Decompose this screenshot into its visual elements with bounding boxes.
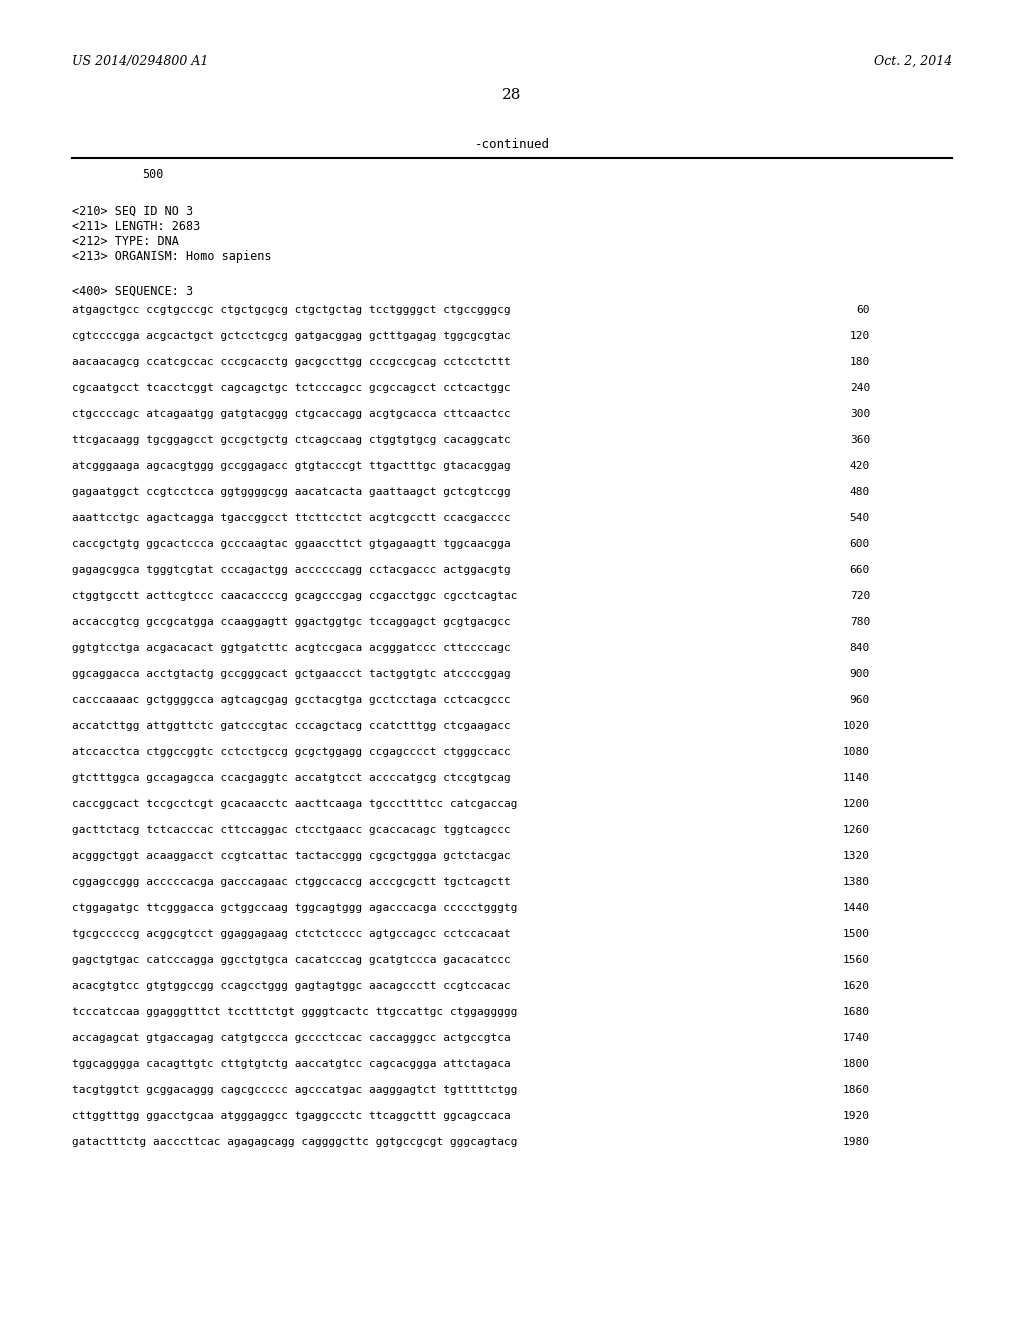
- Text: ctggtgcctt acttcgtccc caacaccccg gcagcccgag ccgacctggc cgcctcagtac: ctggtgcctt acttcgtccc caacaccccg gcagccc…: [72, 591, 517, 601]
- Text: acgggctggt acaaggacct ccgtcattac tactaccggg cgcgctggga gctctacgac: acgggctggt acaaggacct ccgtcattac tactacc…: [72, 851, 511, 861]
- Text: 1740: 1740: [843, 1034, 870, 1043]
- Text: US 2014/0294800 A1: US 2014/0294800 A1: [72, 55, 208, 69]
- Text: ctggagatgc ttcgggacca gctggccaag tggcagtggg agacccacga ccccctgggtg: ctggagatgc ttcgggacca gctggccaag tggcagt…: [72, 903, 517, 913]
- Text: caccggcact tccgcctcgt gcacaacctc aacttcaaga tgcccttttcc catcgaccag: caccggcact tccgcctcgt gcacaacctc aacttca…: [72, 799, 517, 809]
- Text: 1860: 1860: [843, 1085, 870, 1096]
- Text: gtctttggca gccagagcca ccacgaggtc accatgtcct accccatgcg ctccgtgcag: gtctttggca gccagagcca ccacgaggtc accatgt…: [72, 774, 511, 783]
- Text: 1140: 1140: [843, 774, 870, 783]
- Text: accagagcat gtgaccagag catgtgccca gcccctccac caccagggcc actgccgtca: accagagcat gtgaccagag catgtgccca gcccctc…: [72, 1034, 511, 1043]
- Text: 1920: 1920: [843, 1111, 870, 1121]
- Text: 660: 660: [850, 565, 870, 576]
- Text: cttggtttgg ggacctgcaa atgggaggcc tgaggccctc ttcaggcttt ggcagccaca: cttggtttgg ggacctgcaa atgggaggcc tgaggcc…: [72, 1111, 511, 1121]
- Text: ctgccccagc atcagaatgg gatgtacggg ctgcaccagg acgtgcacca cttcaactcc: ctgccccagc atcagaatgg gatgtacggg ctgcacc…: [72, 409, 511, 418]
- Text: gagagcggca tgggtcgtat cccagactgg accccccagg cctacgaccc actggacgtg: gagagcggca tgggtcgtat cccagactgg acccccc…: [72, 565, 511, 576]
- Text: 28: 28: [503, 88, 521, 102]
- Text: 960: 960: [850, 696, 870, 705]
- Text: 1440: 1440: [843, 903, 870, 913]
- Text: 420: 420: [850, 461, 870, 471]
- Text: gacttctacg tctcacccac cttccaggac ctcctgaacc gcaccacagc tggtcagccc: gacttctacg tctcacccac cttccaggac ctcctga…: [72, 825, 511, 836]
- Text: <211> LENGTH: 2683: <211> LENGTH: 2683: [72, 220, 201, 234]
- Text: gatactttctg aacccttcac agagagcagg caggggcttc ggtgccgcgt gggcagtacg: gatactttctg aacccttcac agagagcagg cagggg…: [72, 1137, 517, 1147]
- Text: 1200: 1200: [843, 799, 870, 809]
- Text: 180: 180: [850, 356, 870, 367]
- Text: ggcaggacca acctgtactg gccgggcact gctgaaccct tactggtgtc atccccggag: ggcaggacca acctgtactg gccgggcact gctgaac…: [72, 669, 511, 678]
- Text: 300: 300: [850, 409, 870, 418]
- Text: atccacctca ctggccggtc cctcctgccg gcgctggagg ccgagcccct ctgggccacc: atccacctca ctggccggtc cctcctgccg gcgctgg…: [72, 747, 511, 756]
- Text: -continued: -continued: [474, 139, 550, 150]
- Text: Oct. 2, 2014: Oct. 2, 2014: [873, 55, 952, 69]
- Text: 840: 840: [850, 643, 870, 653]
- Text: tgcgcccccg acggcgtcct ggaggagaag ctctctcccc agtgccagcc cctccacaat: tgcgcccccg acggcgtcct ggaggagaag ctctctc…: [72, 929, 511, 939]
- Text: accaccgtcg gccgcatgga ccaaggagtt ggactggtgc tccaggagct gcgtgacgcc: accaccgtcg gccgcatgga ccaaggagtt ggactgg…: [72, 616, 511, 627]
- Text: aaattcctgc agactcagga tgaccggcct ttcttcctct acgtcgcctt ccacgacccc: aaattcctgc agactcagga tgaccggcct ttcttcc…: [72, 513, 511, 523]
- Text: tcccatccaa ggagggtttct tcctttctgt ggggtcactc ttgccattgc ctggaggggg: tcccatccaa ggagggtttct tcctttctgt ggggtc…: [72, 1007, 517, 1016]
- Text: 240: 240: [850, 383, 870, 393]
- Text: 1020: 1020: [843, 721, 870, 731]
- Text: 1380: 1380: [843, 876, 870, 887]
- Text: 500: 500: [142, 168, 164, 181]
- Text: <210> SEQ ID NO 3: <210> SEQ ID NO 3: [72, 205, 194, 218]
- Text: 1560: 1560: [843, 954, 870, 965]
- Text: aacaacagcg ccatcgccac cccgcacctg gacgccttgg cccgccgcag cctcctcttt: aacaacagcg ccatcgccac cccgcacctg gacgcct…: [72, 356, 511, 367]
- Text: acacgtgtcc gtgtggccgg ccagcctggg gagtagtggc aacagccctt ccgtccacac: acacgtgtcc gtgtggccgg ccagcctggg gagtagt…: [72, 981, 511, 991]
- Text: ttcgacaagg tgcggagcct gccgctgctg ctcagccaag ctggtgtgcg cacaggcatc: ttcgacaagg tgcggagcct gccgctgctg ctcagcc…: [72, 436, 511, 445]
- Text: 120: 120: [850, 331, 870, 341]
- Text: cggagccggg acccccacga gacccagaac ctggccaccg acccgcgctt tgctcagctt: cggagccggg acccccacga gacccagaac ctggcca…: [72, 876, 511, 887]
- Text: 600: 600: [850, 539, 870, 549]
- Text: 360: 360: [850, 436, 870, 445]
- Text: 1620: 1620: [843, 981, 870, 991]
- Text: 720: 720: [850, 591, 870, 601]
- Text: <213> ORGANISM: Homo sapiens: <213> ORGANISM: Homo sapiens: [72, 249, 271, 263]
- Text: gagaatggct ccgtcctcca ggtggggcgg aacatcacta gaattaagct gctcgtccgg: gagaatggct ccgtcctcca ggtggggcgg aacatca…: [72, 487, 511, 498]
- Text: 1260: 1260: [843, 825, 870, 836]
- Text: 1800: 1800: [843, 1059, 870, 1069]
- Text: <212> TYPE: DNA: <212> TYPE: DNA: [72, 235, 179, 248]
- Text: accatcttgg attggttctc gatcccgtac cccagctacg ccatctttgg ctcgaagacc: accatcttgg attggttctc gatcccgtac cccagct…: [72, 721, 511, 731]
- Text: <400> SEQUENCE: 3: <400> SEQUENCE: 3: [72, 285, 194, 298]
- Text: gagctgtgac catcccagga ggcctgtgca cacatcccag gcatgtccca gacacatccc: gagctgtgac catcccagga ggcctgtgca cacatcc…: [72, 954, 511, 965]
- Text: 1320: 1320: [843, 851, 870, 861]
- Text: cacccaaaac gctggggcca agtcagcgag gcctacgtga gcctcctaga cctcacgccc: cacccaaaac gctggggcca agtcagcgag gcctacg…: [72, 696, 511, 705]
- Text: 1680: 1680: [843, 1007, 870, 1016]
- Text: 900: 900: [850, 669, 870, 678]
- Text: ggtgtcctga acgacacact ggtgatcttc acgtccgaca acgggatccc cttccccagc: ggtgtcctga acgacacact ggtgatcttc acgtccg…: [72, 643, 511, 653]
- Text: 1980: 1980: [843, 1137, 870, 1147]
- Text: 780: 780: [850, 616, 870, 627]
- Text: 1500: 1500: [843, 929, 870, 939]
- Text: 1080: 1080: [843, 747, 870, 756]
- Text: atcgggaaga agcacgtggg gccggagacc gtgtacccgt ttgactttgc gtacacggag: atcgggaaga agcacgtggg gccggagacc gtgtacc…: [72, 461, 511, 471]
- Text: 60: 60: [856, 305, 870, 315]
- Text: tggcagggga cacagttgtc cttgtgtctg aaccatgtcc cagcacggga attctagaca: tggcagggga cacagttgtc cttgtgtctg aaccatg…: [72, 1059, 511, 1069]
- Text: tacgtggtct gcggacaggg cagcgccccc agcccatgac aagggagtct tgtttttctgg: tacgtggtct gcggacaggg cagcgccccc agcccat…: [72, 1085, 517, 1096]
- Text: caccgctgtg ggcactccca gcccaagtac ggaaccttct gtgagaagtt tggcaacgga: caccgctgtg ggcactccca gcccaagtac ggaacct…: [72, 539, 511, 549]
- Text: cgtccccgga acgcactgct gctcctcgcg gatgacggag gctttgagag tggcgcgtac: cgtccccgga acgcactgct gctcctcgcg gatgacg…: [72, 331, 511, 341]
- Text: 480: 480: [850, 487, 870, 498]
- Text: cgcaatgcct tcacctcggt cagcagctgc tctcccagcc gcgccagcct cctcactggc: cgcaatgcct tcacctcggt cagcagctgc tctccca…: [72, 383, 511, 393]
- Text: atgagctgcc ccgtgcccgc ctgctgcgcg ctgctgctag tcctggggct ctgccgggcg: atgagctgcc ccgtgcccgc ctgctgcgcg ctgctgc…: [72, 305, 511, 315]
- Text: 540: 540: [850, 513, 870, 523]
